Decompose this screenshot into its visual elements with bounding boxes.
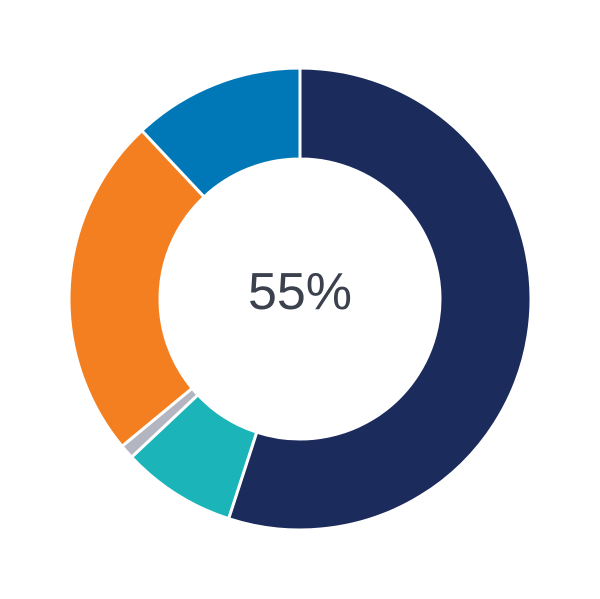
donut-slice-4 [139,66,302,200]
donut-slice-3 [67,128,207,449]
donut-slice-0 [226,66,533,532]
center-percentage-label: 55% [247,263,353,321]
